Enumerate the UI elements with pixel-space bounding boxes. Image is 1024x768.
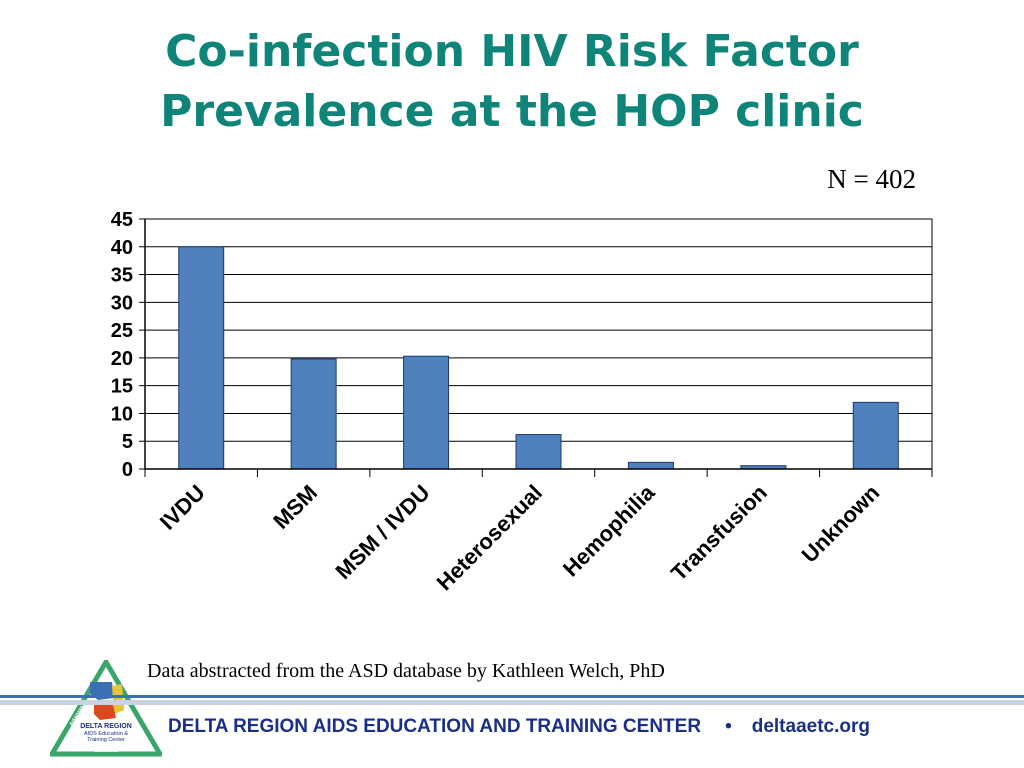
x-tick-label: MSM / IVDU (330, 480, 434, 584)
y-tick-label: 40 (111, 237, 133, 259)
footer-bar: DELTA REGION AIDS EDUCATION AND TRAINING… (168, 716, 870, 738)
y-tick-label: 30 (111, 292, 133, 314)
logo-text-top: DELTA REGION (80, 723, 132, 730)
bar-ivdu (178, 246, 225, 470)
logo-text-line-3: Training Center (87, 737, 125, 743)
x-tick-label: Hemophilia (558, 479, 660, 581)
y-tick-label: 5 (122, 431, 133, 453)
bar-unknown (852, 401, 899, 470)
tick-labels: 0 5 10 15 20 25 30 35 40 45 IVDU MSM MSM / IVDUHeter… (111, 209, 885, 595)
y-tick-label: 35 (111, 265, 133, 287)
source-note: Data abstracted from the ASD database by… (147, 660, 665, 682)
axes (139, 218, 933, 477)
bar-msm (290, 358, 337, 470)
x-tick-label: Unknown (797, 480, 885, 568)
slide-title: Co-infection HIV Risk Factor Prevalence … (0, 22, 1024, 142)
footer-rule-gray (0, 700, 1024, 705)
footer-rule-blue (0, 695, 1024, 698)
y-tick-label: 10 (111, 403, 133, 425)
logo-text-bottom: Louisiana (94, 748, 118, 754)
bar-chart: 0 5 10 15 20 25 30 35 40 45 IVDU MSM MSM / IVDUHeter… (111, 209, 933, 595)
sample-size-label: N = 402 (827, 164, 916, 194)
footer-org-name: DELTA REGION AIDS EDUCATION AND TRAINING… (168, 716, 702, 737)
bars (178, 246, 899, 470)
louisiana-shape-icon (94, 700, 116, 720)
bar-heterosexual (515, 434, 562, 470)
mississippi-shape-icon (112, 684, 124, 714)
y-tick-label: 25 (111, 320, 133, 342)
slide-title-line-2: Prevalence at the HOP clinic (160, 86, 864, 137)
x-tick-label: Transfusion (666, 480, 772, 586)
x-tick-label: IVDU (155, 480, 210, 535)
delta-region-logo: DELTA REGION AIDS Education & Training C… (50, 660, 162, 757)
y-tick-label: 0 (122, 459, 133, 481)
y-tick-label: 45 (111, 209, 133, 231)
y-tick-label: 20 (111, 348, 133, 370)
gridlines (145, 218, 932, 442)
logo-text-line-2: AIDS Education & (84, 731, 128, 737)
x-tick-label: Heterosexual (432, 480, 547, 595)
slide-title-line-1: Co-infection HIV Risk Factor (165, 26, 859, 77)
bar-hemophilia (627, 461, 674, 470)
footer-separator: • (725, 716, 732, 737)
footer-website-link[interactable]: deltaaetc.org (751, 716, 870, 737)
bar-msm-ivdu (403, 355, 450, 470)
y-tick-label: 15 (111, 376, 133, 398)
x-tick-label: MSM (268, 480, 322, 534)
